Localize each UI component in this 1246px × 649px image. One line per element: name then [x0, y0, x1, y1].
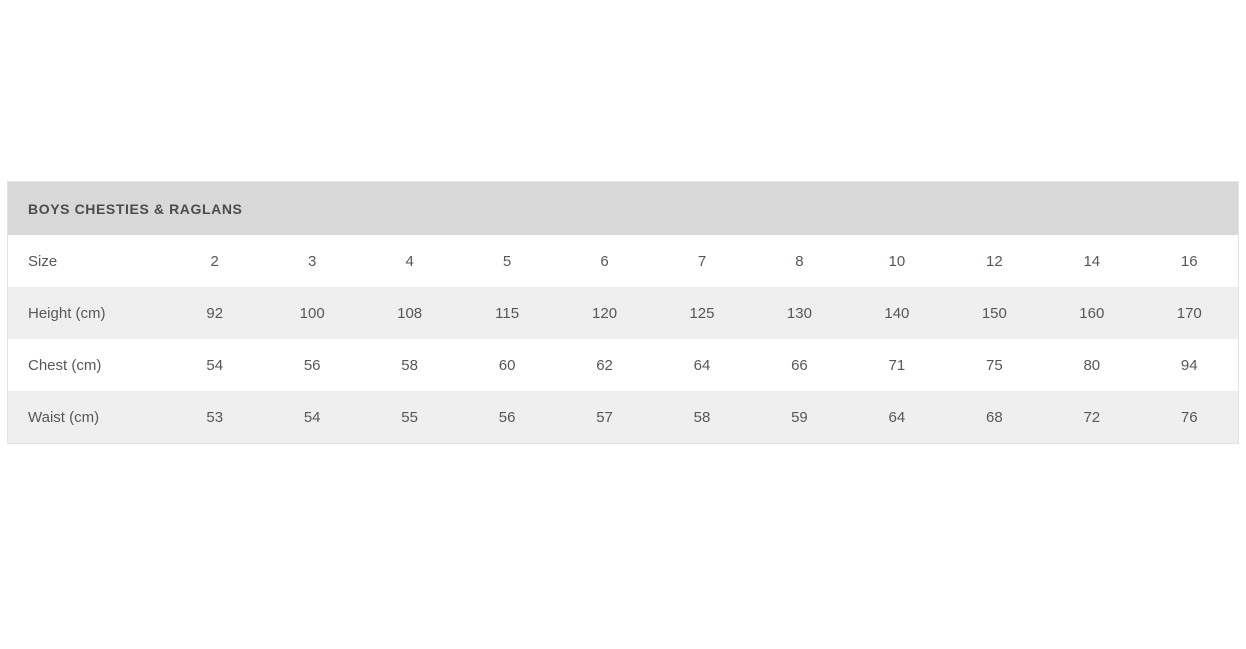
table-cell: 64 [693, 356, 711, 374]
table-cell: 55 [401, 408, 418, 426]
table-cell: 58 [693, 408, 711, 426]
table-cell: 130 [786, 304, 812, 322]
table-cell: 6 [600, 252, 609, 270]
table-cell: 68 [986, 408, 1003, 426]
table-cell: 2 [210, 252, 219, 270]
table-cell: 75 [986, 356, 1003, 374]
table-cell: 5 [502, 252, 512, 270]
row-label: Chest (cm) [28, 356, 102, 374]
row-label: Height (cm) [28, 304, 106, 322]
table-cell: 60 [498, 356, 516, 374]
table-cell: 94 [1180, 356, 1198, 374]
table-row-size: Size 2 3 4 5 6 7 8 10 12 14 16 [8, 235, 1238, 287]
table-cell: 108 [397, 304, 423, 322]
table-cell: 92 [206, 304, 224, 322]
table-cell: 115 [495, 304, 520, 322]
table-cell: 62 [596, 356, 613, 374]
size-chart-table: Size 2 3 4 5 6 7 8 10 12 14 16 Height (c… [8, 235, 1238, 443]
table-cell: 66 [791, 356, 808, 374]
table-cell: 3 [308, 252, 317, 270]
table-cell: 160 [1079, 304, 1105, 322]
table-cell: 72 [1083, 408, 1101, 426]
table-cell: 76 [1180, 408, 1198, 426]
table-cell: 4 [405, 252, 414, 270]
table-cell: 7 [697, 252, 707, 270]
table-cell: 58 [401, 356, 418, 374]
table-cell: 54 [303, 408, 321, 426]
table-cell: 10 [888, 252, 906, 270]
table-cell: 100 [299, 304, 325, 322]
row-label: Waist (cm) [28, 408, 100, 426]
table-cell: 14 [1083, 252, 1101, 270]
table-cell: 8 [795, 252, 804, 270]
table-cell: 12 [986, 252, 1003, 270]
size-chart-title: BOYS CHESTIES & RAGLANS [8, 182, 1238, 235]
table-cell: 170 [1176, 304, 1202, 322]
table-cell: 57 [596, 408, 613, 426]
table-row-chest: Chest (cm) 54 56 58 60 62 64 66 71 75 80… [8, 339, 1238, 391]
table-row-waist: Waist (cm) 53 54 55 56 57 58 59 64 68 72… [8, 391, 1238, 443]
row-label: Size [28, 252, 58, 270]
table-cell: 56 [498, 408, 516, 426]
table-cell: 150 [981, 304, 1007, 322]
table-cell: 125 [689, 304, 715, 322]
table-cell: 16 [1180, 252, 1198, 270]
size-chart-card: BOYS CHESTIES & RAGLANS Size 2 3 4 5 6 7… [7, 181, 1239, 444]
table-cell: 54 [206, 356, 224, 374]
table-cell: 140 [884, 304, 910, 322]
table-cell: 64 [888, 408, 906, 426]
table-cell: 56 [303, 356, 321, 374]
table-cell: 120 [592, 304, 618, 322]
table-cell: 80 [1083, 356, 1101, 374]
table-cell: 59 [791, 408, 808, 426]
table-row-height: Height (cm) 92 100 108 115 120 125 130 1… [8, 287, 1238, 339]
table-cell: 53 [206, 408, 224, 426]
table-cell: 71 [888, 356, 906, 374]
